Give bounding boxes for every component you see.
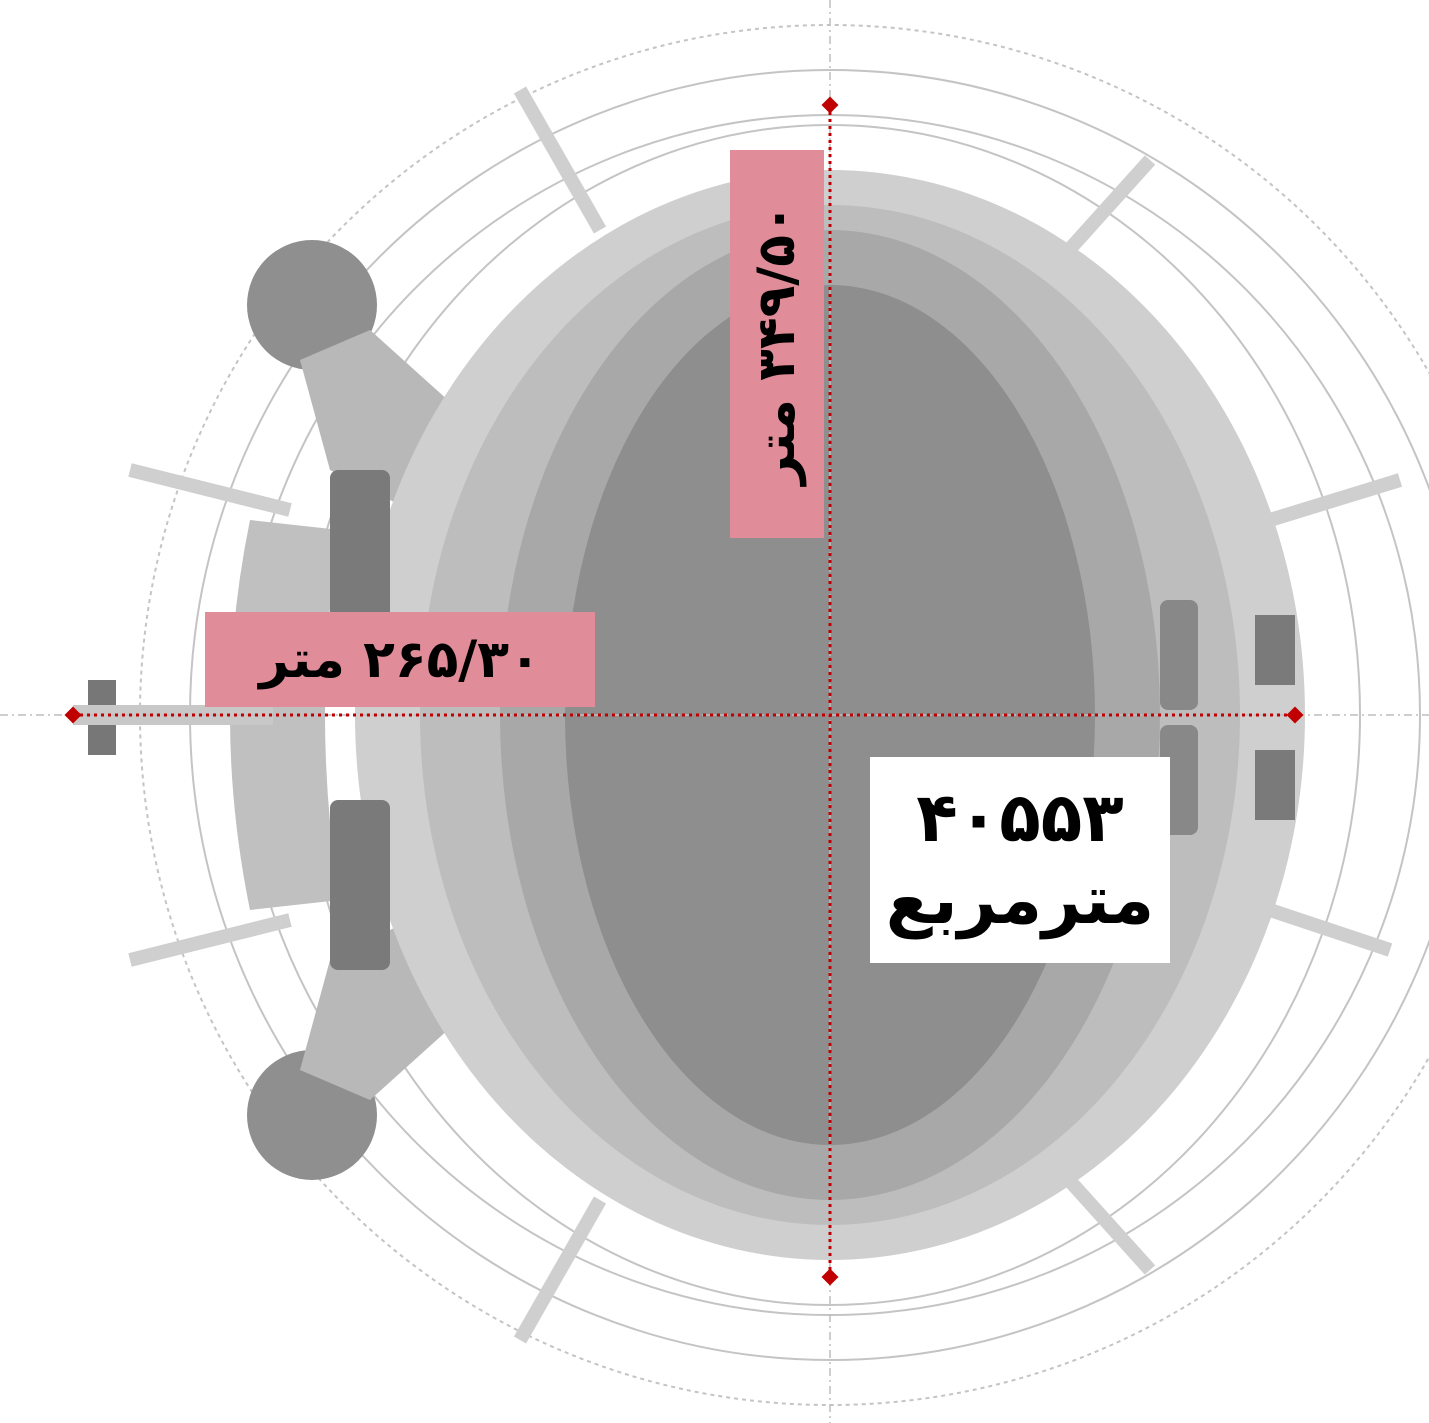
width-label: ۲۶۵/۳۰ متر [205,612,595,707]
area-box: ۴۰۵۵۳ مترمربع [870,757,1170,963]
dimension-lines [73,105,1295,1277]
area-value: ۴۰۵۵۳ [916,779,1124,859]
area-unit: مترمربع [885,861,1155,940]
spokes [128,86,1403,1344]
dimension-endpoints [64,96,1304,1286]
length-label-box: ۳۴۹/۵۰ متر [730,150,824,538]
length-label: ۳۴۹/۵۰ متر [730,150,824,538]
